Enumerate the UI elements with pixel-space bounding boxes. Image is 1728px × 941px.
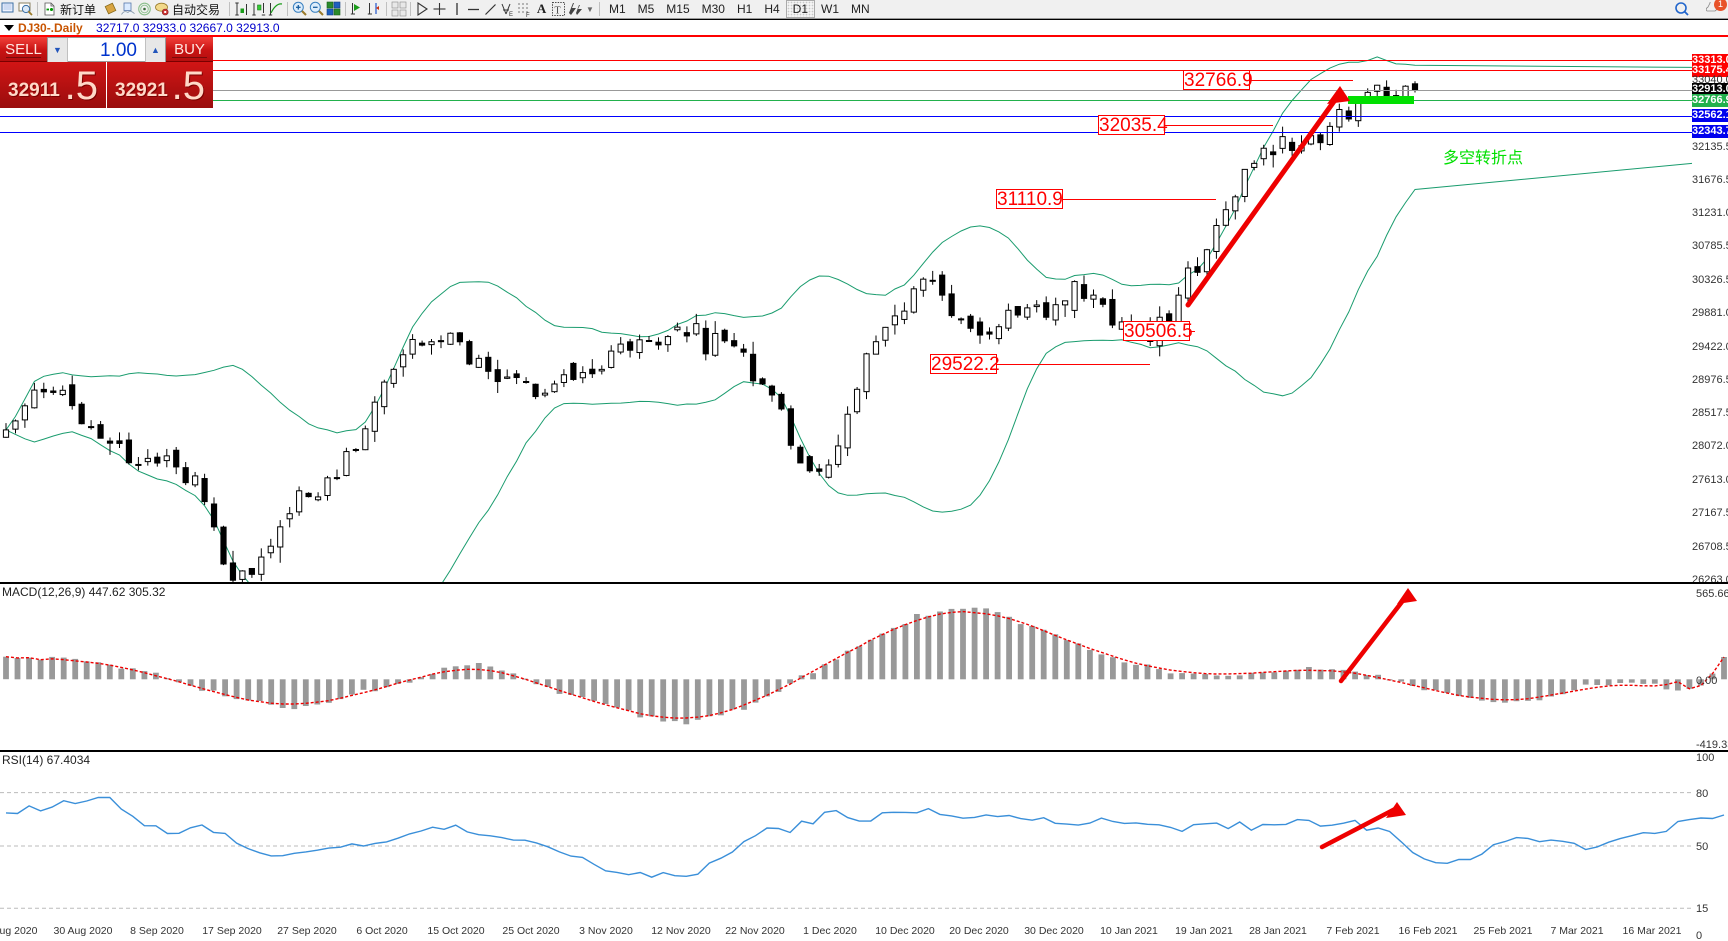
- svg-text:T: T: [555, 5, 561, 16]
- svg-text:F: F: [526, 13, 530, 17]
- svg-text:E: E: [509, 12, 513, 17]
